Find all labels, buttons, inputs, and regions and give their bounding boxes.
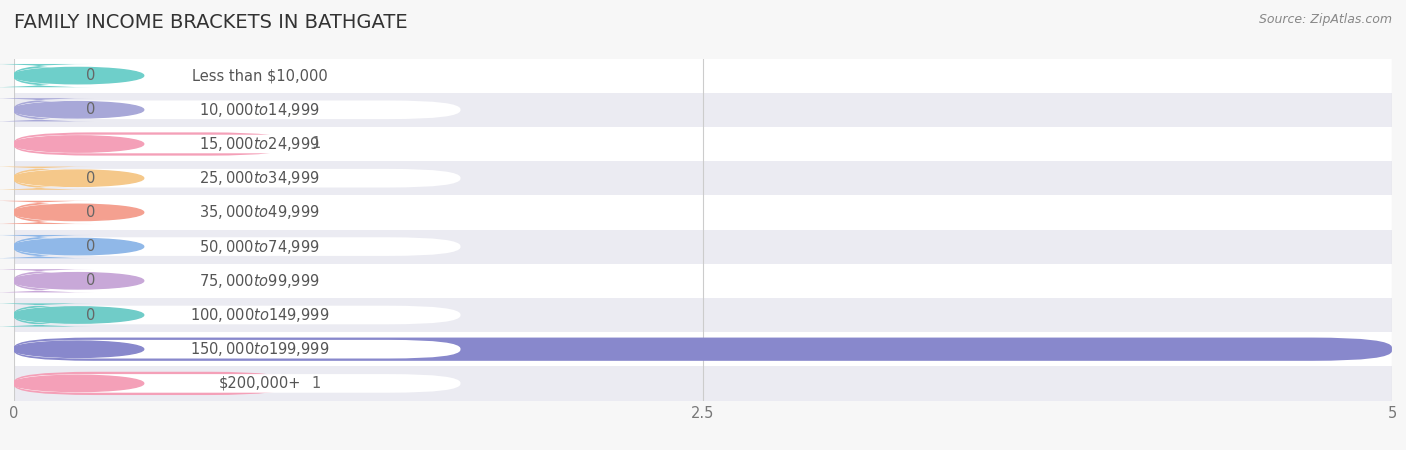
FancyBboxPatch shape — [14, 374, 461, 393]
FancyBboxPatch shape — [14, 66, 461, 85]
Text: 0: 0 — [86, 239, 96, 254]
Text: $75,000 to $99,999: $75,000 to $99,999 — [200, 272, 321, 290]
Text: 0: 0 — [86, 307, 96, 323]
FancyBboxPatch shape — [0, 98, 94, 122]
Text: $35,000 to $49,999: $35,000 to $49,999 — [200, 203, 321, 221]
Bar — [14, 127, 1392, 161]
FancyBboxPatch shape — [14, 132, 290, 156]
Circle shape — [11, 341, 143, 357]
Bar — [14, 332, 1392, 366]
Bar — [14, 58, 1392, 93]
Text: 0: 0 — [86, 273, 96, 288]
Circle shape — [11, 238, 143, 255]
FancyBboxPatch shape — [14, 338, 1392, 361]
Text: 0: 0 — [86, 171, 96, 186]
Text: Source: ZipAtlas.com: Source: ZipAtlas.com — [1258, 14, 1392, 27]
Circle shape — [11, 102, 143, 118]
FancyBboxPatch shape — [0, 303, 94, 327]
FancyBboxPatch shape — [14, 271, 461, 290]
Circle shape — [11, 68, 143, 84]
Text: $150,000 to $199,999: $150,000 to $199,999 — [190, 340, 329, 358]
Text: $10,000 to $14,999: $10,000 to $14,999 — [200, 101, 321, 119]
Bar — [14, 195, 1392, 230]
Text: 0: 0 — [86, 68, 96, 83]
Text: FAMILY INCOME BRACKETS IN BATHGATE: FAMILY INCOME BRACKETS IN BATHGATE — [14, 14, 408, 32]
FancyBboxPatch shape — [0, 269, 94, 292]
Circle shape — [11, 170, 143, 186]
Circle shape — [11, 204, 143, 220]
Bar — [14, 366, 1392, 400]
Circle shape — [11, 375, 143, 392]
Circle shape — [11, 273, 143, 289]
Bar — [14, 264, 1392, 298]
Text: $25,000 to $34,999: $25,000 to $34,999 — [200, 169, 321, 187]
Text: $200,000+: $200,000+ — [218, 376, 301, 391]
Bar — [14, 93, 1392, 127]
Text: $50,000 to $74,999: $50,000 to $74,999 — [200, 238, 321, 256]
Text: Less than $10,000: Less than $10,000 — [191, 68, 328, 83]
Bar — [14, 298, 1392, 332]
FancyBboxPatch shape — [14, 100, 461, 119]
Text: 0: 0 — [86, 102, 96, 117]
Text: $100,000 to $149,999: $100,000 to $149,999 — [190, 306, 329, 324]
FancyBboxPatch shape — [0, 64, 94, 87]
Bar — [14, 230, 1392, 264]
Text: 0: 0 — [86, 205, 96, 220]
FancyBboxPatch shape — [14, 372, 290, 395]
FancyBboxPatch shape — [0, 235, 94, 258]
FancyBboxPatch shape — [14, 340, 461, 359]
FancyBboxPatch shape — [14, 237, 461, 256]
FancyBboxPatch shape — [0, 166, 94, 190]
Circle shape — [11, 307, 143, 323]
FancyBboxPatch shape — [14, 306, 461, 324]
Text: 1: 1 — [312, 376, 321, 391]
FancyBboxPatch shape — [14, 169, 461, 188]
FancyBboxPatch shape — [14, 135, 461, 153]
Bar — [14, 161, 1392, 195]
Circle shape — [11, 136, 143, 152]
FancyBboxPatch shape — [0, 201, 94, 224]
Text: 1: 1 — [312, 136, 321, 152]
FancyBboxPatch shape — [14, 203, 461, 222]
Text: $15,000 to $24,999: $15,000 to $24,999 — [200, 135, 321, 153]
